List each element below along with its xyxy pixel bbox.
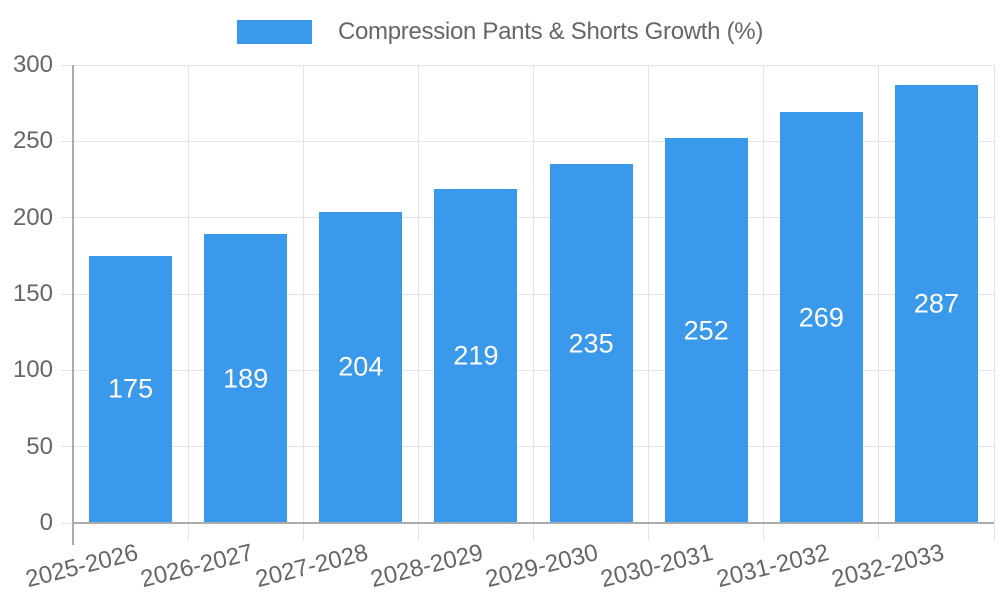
legend-item[interactable]: Compression Pants & Shorts Growth (%) — [236, 18, 764, 46]
y-axis-line — [71, 65, 74, 545]
bar-2029-2030[interactable] — [549, 164, 633, 523]
bar-value-label: 189 — [223, 363, 269, 394]
bar-2025-2026[interactable] — [89, 255, 173, 523]
gridline-vertical — [187, 65, 189, 540]
x-tick-label: 2026-2027 — [137, 539, 256, 594]
chart-legend: Compression Pants & Shorts Growth (%) — [0, 10, 1000, 54]
y-tick-label: 100 — [12, 356, 53, 384]
x-tick-label: 2028-2029 — [368, 539, 486, 594]
bar-value-label: 287 — [913, 288, 959, 319]
x-axis-line — [73, 521, 994, 524]
y-tick-label: 0 — [39, 509, 53, 536]
y-tick-label: 150 — [12, 280, 53, 307]
bar-2032-2033[interactable] — [894, 84, 978, 523]
gridline-horizontal — [61, 293, 994, 295]
gridline-horizontal — [61, 369, 994, 371]
x-tick-label: 2025-2026 — [22, 539, 141, 594]
bar-2031-2032[interactable] — [779, 112, 863, 523]
bar-2027-2028[interactable] — [319, 211, 403, 523]
y-tick-label: 250 — [12, 127, 53, 155]
bar-value-label: 235 — [568, 328, 614, 359]
x-tick-label: 2032-2033 — [828, 539, 947, 594]
gridline-vertical — [302, 65, 304, 540]
bar-value-label: 204 — [338, 351, 384, 382]
x-tick-label: 2030-2031 — [598, 539, 717, 594]
gridline-vertical — [533, 65, 534, 540]
legend-series-label: Compression Pants & Shorts Growth (%) — [337, 18, 764, 45]
bar-2026-2027[interactable] — [204, 234, 288, 523]
gridline-vertical — [878, 65, 880, 540]
gridline-vertical — [763, 65, 765, 540]
gridline-horizontal — [61, 446, 994, 448]
bar-value-label: 252 — [683, 315, 729, 346]
x-tick-label: 2029-2030 — [483, 539, 602, 594]
x-tick-label: 2027-2028 — [252, 539, 371, 594]
gridline-horizontal — [61, 217, 994, 219]
gridline-horizontal — [61, 64, 994, 66]
bar-value-label: 269 — [798, 302, 844, 333]
bar-2028-2029[interactable] — [434, 188, 518, 523]
gridline-vertical — [417, 65, 419, 540]
y-tick-label: 50 — [26, 432, 53, 460]
gridline-horizontal — [61, 140, 994, 142]
bar-value-label: 219 — [453, 340, 499, 371]
x-tick-label: 2031-2032 — [713, 539, 832, 594]
y-tick-label: 300 — [12, 51, 53, 78]
bar-2030-2031[interactable] — [664, 138, 748, 523]
bar-value-label: 175 — [108, 373, 154, 404]
legend-color-swatch — [236, 20, 312, 44]
y-tick-label: 200 — [12, 203, 53, 231]
gridline-vertical — [993, 65, 995, 540]
gridline-vertical — [648, 65, 650, 540]
